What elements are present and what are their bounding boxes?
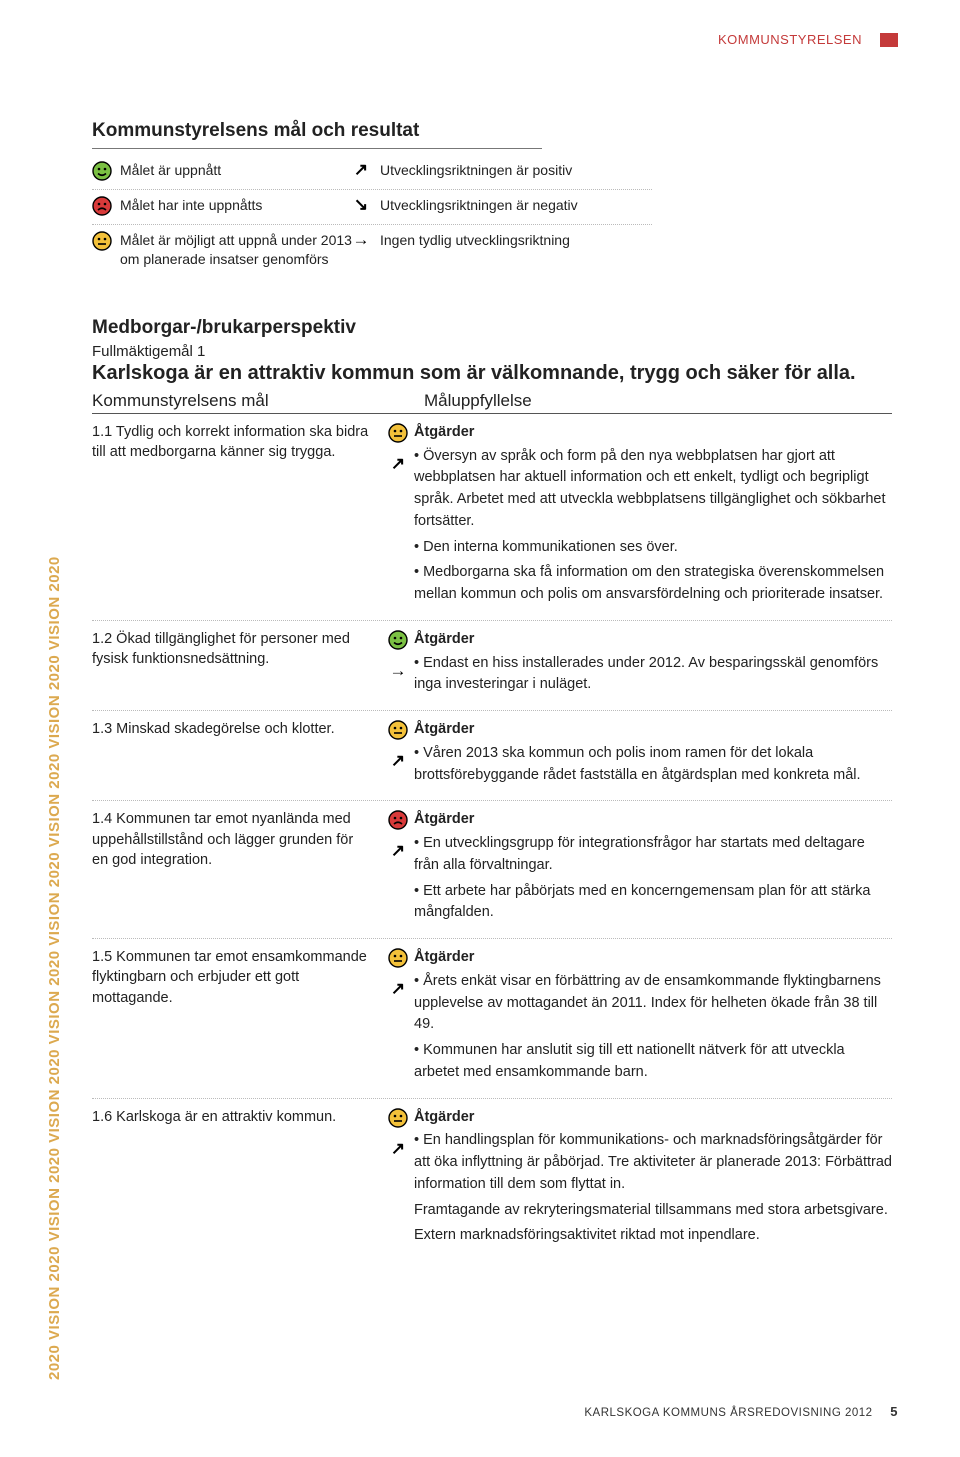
footer-page-number: 5	[890, 1404, 898, 1419]
legend-left-label: Målet är möjligt att uppnå under 2013 om…	[120, 231, 352, 269]
perspective-title: Medborgar-/brukarperspektiv	[92, 317, 892, 339]
page-footer: KARLSKOGA KOMMUNS ÅRSREDOVISNING 2012 5	[584, 1404, 898, 1419]
brand-header: KOMMUNSTYRELSEN	[718, 32, 898, 47]
goal-bullet: Framtagande av rekryteringsmaterial till…	[414, 1200, 892, 1222]
measures-title: Åtgärder	[414, 1107, 892, 1129]
col-header-right: Måluppfyllelse	[424, 391, 532, 411]
goal-icons	[382, 947, 414, 998]
measures-title: Åtgärder	[414, 719, 892, 741]
smiley-neutral-icon	[92, 231, 112, 251]
trend-arrow-ne-icon	[352, 161, 370, 179]
goal-measures: Åtgärder• Våren 2013 ska kommun och poli…	[414, 719, 892, 790]
measures-title: Åtgärder	[414, 422, 892, 444]
goal-bullet: • Kommunen har anslutit sig till ett nat…	[414, 1040, 892, 1084]
goal-bullet: Extern marknadsföringsaktivitet riktad m…	[414, 1225, 892, 1247]
smiley-happy-icon	[388, 630, 408, 650]
legend-left: Målet är möjligt att uppnå under 2013 om…	[92, 231, 352, 269]
smiley-sad-icon	[92, 196, 112, 216]
trend-arrow-e-icon	[389, 662, 407, 680]
goal-bullet: • Ett arbete har påbörjats med en koncer…	[414, 881, 892, 925]
page-content: Kommunstyrelsens mål och resultat Målet …	[92, 120, 892, 1261]
goal-bullet: • Översyn av språk och form på den nya w…	[414, 446, 892, 533]
goal-row: 1.1 Tydlig och korrekt information ska b…	[92, 414, 892, 621]
legend-right-label: Utvecklingsriktningen är negativ	[380, 196, 578, 215]
trend-arrow-ne-icon	[389, 842, 407, 860]
goal-bullet: • Den interna kommunikationen ses över.	[414, 537, 892, 559]
legend-row: Målet är uppnått Utvecklingsriktningen är…	[92, 155, 652, 190]
trend-arrow-ne-icon	[389, 1140, 407, 1158]
legend-left: Målet är uppnått	[92, 161, 352, 181]
measures-title: Åtgärder	[414, 809, 892, 831]
smiley-neutral-icon	[388, 720, 408, 740]
legend-left: Målet har inte uppnåtts	[92, 196, 352, 216]
goal-measures: Åtgärder• En handlingsplan för kommunika…	[414, 1107, 892, 1252]
goals-section: Medborgar-/brukarperspektiv Fullmäktigem…	[92, 317, 892, 1261]
goal-icons	[382, 629, 414, 680]
goal-icons	[382, 719, 414, 770]
header-label: KOMMUNSTYRELSEN	[718, 32, 862, 47]
legend-left-label: Målet är uppnått	[120, 161, 221, 180]
fullmaktige-title: Karlskoga är en attraktiv kommun som är …	[92, 362, 892, 385]
legend-left-label: Målet har inte uppnåtts	[120, 196, 262, 215]
goal-measures: Åtgärder• Översyn av språk och form på d…	[414, 422, 892, 610]
goal-row: 1.6 Karlskoga är en attraktiv kommun. Åtg…	[92, 1099, 892, 1262]
goal-text: 1.6 Karlskoga är en attraktiv kommun.	[92, 1107, 382, 1127]
trend-arrow-se-icon	[352, 196, 370, 214]
legend-title: Kommunstyrelsens mål och resultat	[92, 120, 542, 149]
legend-right-label: Ingen tydlig utvecklingsriktning	[380, 231, 570, 250]
goal-icons	[382, 809, 414, 860]
legend-right-label: Utvecklingsriktningen är positiv	[380, 161, 572, 180]
goal-icons	[382, 422, 414, 473]
smiley-neutral-icon	[388, 948, 408, 968]
goal-measures: Åtgärder• Årets enkät visar en förbättri…	[414, 947, 892, 1088]
goal-text: 1.5 Kommunen tar emot ensamkommande flyk…	[92, 947, 382, 1008]
goal-text: 1.1 Tydlig och korrekt information ska b…	[92, 422, 382, 463]
goal-bullet: • Medborgarna ska få information om den …	[414, 562, 892, 606]
side-vision-text: 2020 VISION 2020 VISION 2020 VISION 2020…	[48, 340, 63, 1380]
side-vision-strip: 2020 VISION 2020 VISION 2020 VISION 2020…	[48, 340, 72, 1380]
smiley-neutral-icon	[388, 423, 408, 443]
goal-row: 1.5 Kommunen tar emot ensamkommande flyk…	[92, 939, 892, 1099]
legend-row: Målet är möjligt att uppnå under 2013 om…	[92, 225, 652, 277]
legend-right: Utvecklingsriktningen är negativ	[352, 196, 632, 215]
goal-bullet: • Årets enkät visar en förbättring av de…	[414, 971, 892, 1036]
goal-bullet: • Endast en hiss installerades under 201…	[414, 653, 892, 697]
trend-arrow-ne-icon	[389, 980, 407, 998]
smiley-sad-icon	[388, 810, 408, 830]
goal-row: 1.3 Minskad skadegörelse och klotter. Åtg…	[92, 711, 892, 801]
goal-text: 1.3 Minskad skadegörelse och klotter.	[92, 719, 382, 739]
footer-text: KARLSKOGA KOMMUNS ÅRSREDOVISNING 2012	[584, 1407, 872, 1419]
legend-row: Målet har inte uppnåtts Utvecklingsriktni…	[92, 190, 652, 225]
measures-title: Åtgärder	[414, 629, 892, 651]
goal-row: 1.2 Ökad tillgänglighet för personer med…	[92, 621, 892, 711]
column-headers: Kommunstyrelsens mål Måluppfyllelse	[92, 391, 892, 414]
legend-right: Ingen tydlig utvecklingsriktning	[352, 231, 632, 250]
goal-bullet: • En handlingsplan för kommunikations- o…	[414, 1130, 892, 1195]
trend-arrow-e-icon	[352, 231, 370, 249]
smiley-happy-icon	[92, 161, 112, 181]
goal-bullet: • Våren 2013 ska kommun och polis inom r…	[414, 743, 892, 787]
fullmaktige-label: Fullmäktigemål 1	[92, 343, 892, 360]
goal-text: 1.2 Ökad tillgänglighet för personer med…	[92, 629, 382, 670]
col-header-left: Kommunstyrelsens mål	[92, 391, 382, 411]
goals-list: 1.1 Tydlig och korrekt information ska b…	[92, 414, 892, 1261]
goal-row: 1.4 Kommunen tar emot nyanlända med uppe…	[92, 801, 892, 939]
measures-title: Åtgärder	[414, 947, 892, 969]
goal-measures: Åtgärder• En utvecklingsgrupp för integr…	[414, 809, 892, 928]
legend-right: Utvecklingsriktningen är positiv	[352, 161, 632, 180]
goal-text: 1.4 Kommunen tar emot nyanlända med uppe…	[92, 809, 382, 870]
legend-table: Målet är uppnått Utvecklingsriktningen är…	[92, 155, 652, 277]
smiley-neutral-icon	[388, 1108, 408, 1128]
trend-arrow-ne-icon	[389, 455, 407, 473]
trend-arrow-ne-icon	[389, 752, 407, 770]
goal-bullet: • En utvecklingsgrupp för integrationsfr…	[414, 833, 892, 877]
goal-measures: Åtgärder• Endast en hiss installerades u…	[414, 629, 892, 700]
goal-icons	[382, 1107, 414, 1158]
header-accent-mark	[880, 33, 898, 47]
